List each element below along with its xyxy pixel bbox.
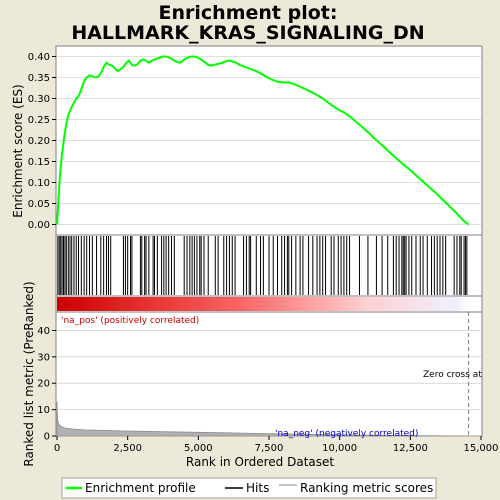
es-y-axis-label: Enrichment score (ES) <box>11 84 25 217</box>
rank-color-bar <box>57 297 469 311</box>
zero-cross-label: Zero cross at 14560 <box>423 370 500 380</box>
x-tick-label: 7,500 <box>255 443 284 454</box>
x-tick-label: 12,500 <box>393 443 428 454</box>
metric-tick-label: 20 <box>37 379 50 390</box>
legend-profile-label: Enrichment profile <box>85 481 196 495</box>
es-tick-label: 0.20 <box>28 136 50 147</box>
enrichment-profile-line <box>56 55 470 226</box>
x-ticks: 0 2,500 5,000 7,500 10,000 12,500 15,000 <box>54 436 499 454</box>
metric-panel-clip: Zero cross at 14560 <box>423 370 500 380</box>
es-tick-label: 0.30 <box>28 94 50 105</box>
ranking-metric-area <box>56 401 469 437</box>
es-tick-label: 0.00 <box>28 220 50 231</box>
x-tick-label: 0 <box>54 443 60 454</box>
chart-title-line2: HALLMARK_KRAS_SIGNALING_DN <box>71 22 424 44</box>
metric-tick-label: 30 <box>37 352 50 363</box>
x-tick-label: 5,000 <box>184 443 213 454</box>
x-tick-label: 15,000 <box>464 443 499 454</box>
es-tick-label: 0.05 <box>28 199 50 210</box>
metric-panel <box>55 311 483 437</box>
es-tick-label: 0.40 <box>28 52 50 63</box>
metric-y-ticks: 0 10 20 30 40 <box>37 326 56 443</box>
legend-hits-label: Hits <box>246 481 269 495</box>
pos-correlated-label: 'na_pos' (positively correlated) <box>61 316 199 326</box>
es-tick-label: 0.35 <box>28 73 50 84</box>
x-tick-label: 10,000 <box>322 443 357 454</box>
neg-correlated-label: 'na_neg' (negatively correlated) <box>275 429 418 439</box>
es-tick-label: 0.15 <box>28 157 50 168</box>
es-gridlines <box>56 56 482 225</box>
legend-metric-label: Ranking metric scores <box>300 481 433 495</box>
hit-markers <box>57 236 468 295</box>
metric-tick-label: 0 <box>44 432 50 443</box>
es-tick-label: 0.25 <box>28 115 50 126</box>
x-tick-label: 2,500 <box>113 443 142 454</box>
metric-tick-label: 40 <box>37 326 50 337</box>
es-tick-label: 0.10 <box>28 178 50 189</box>
legend <box>61 477 437 499</box>
chart-title-line1: Enrichment plot: <box>159 2 338 24</box>
es-y-ticks: 0.00 0.05 0.10 0.15 0.20 0.25 0.30 0.35 0.40 <box>28 52 56 231</box>
metric-y-axis-label: Ranked list metric (PreRanked) <box>22 281 36 466</box>
metric-tick-label: 10 <box>37 405 50 416</box>
x-axis-label: Rank in Ordered Dataset <box>186 455 334 469</box>
